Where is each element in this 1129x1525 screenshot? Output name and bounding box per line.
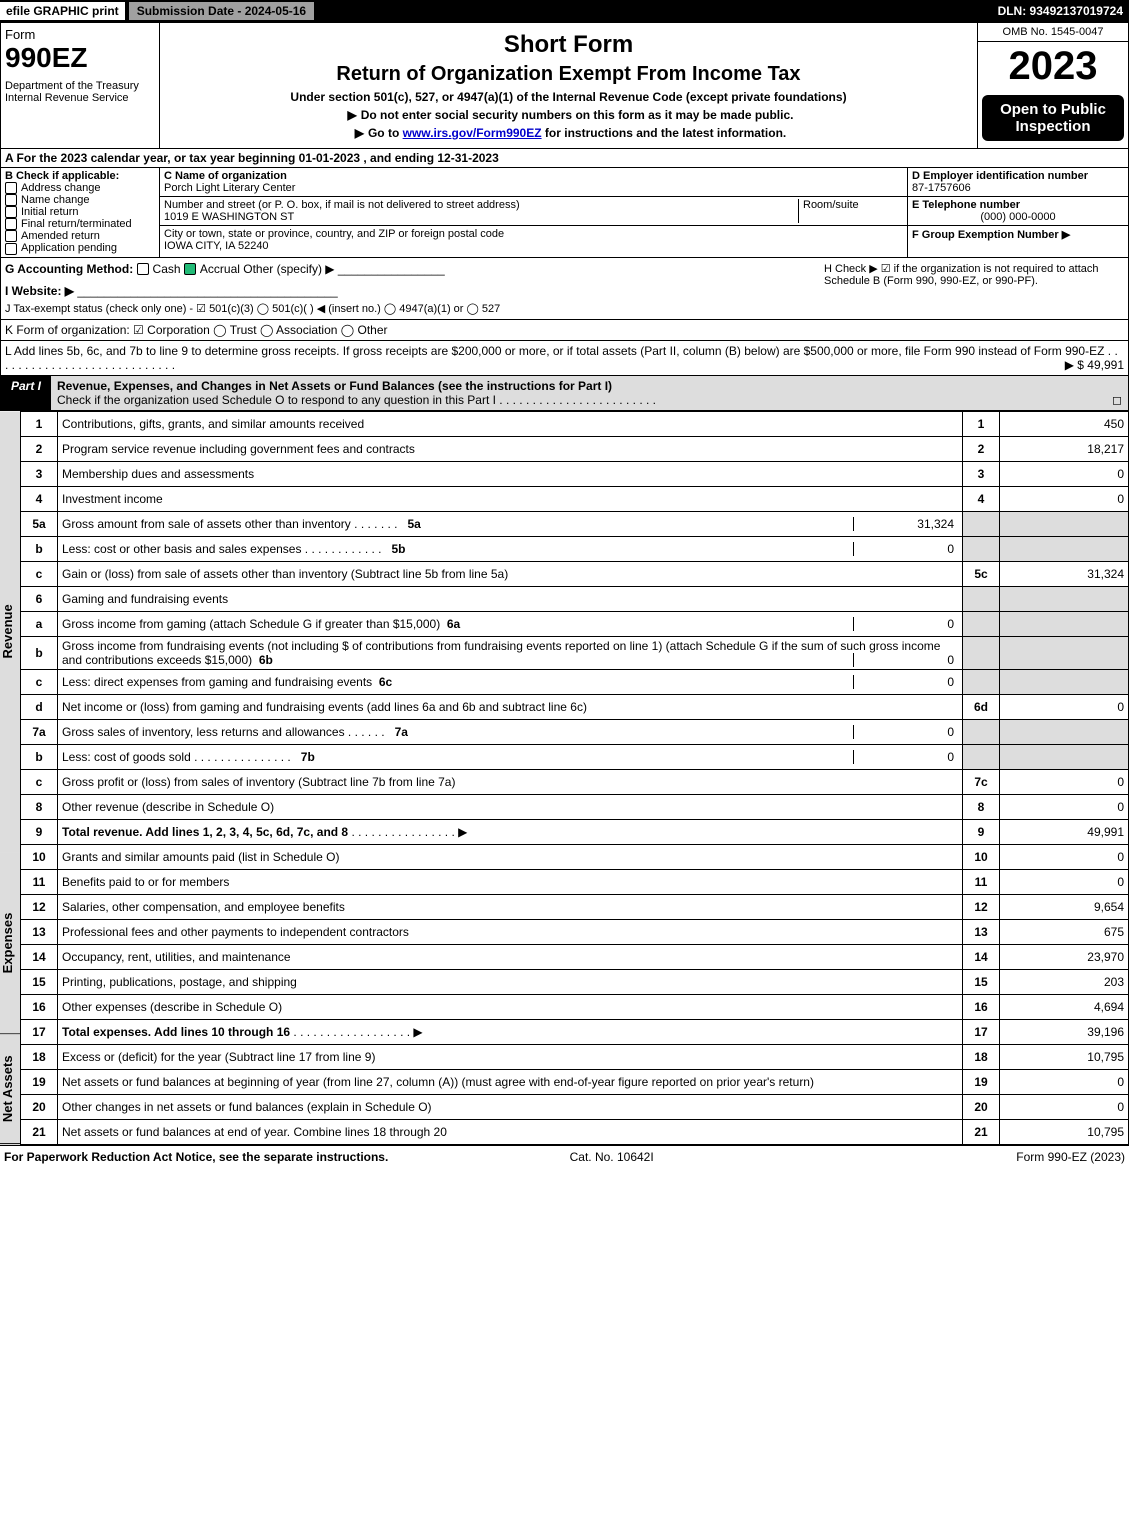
line21-val: 10,795 (1000, 1119, 1129, 1144)
under-section: Under section 501(c), 527, or 4947(a)(1)… (164, 90, 973, 104)
line11-val: 0 (1000, 869, 1129, 894)
line6c-val: 0 (853, 675, 958, 689)
footer: For Paperwork Reduction Act Notice, see … (0, 1145, 1129, 1168)
check-address[interactable]: Address change (21, 182, 101, 194)
goto-instruction: Go to www.irs.gov/Form990EZ for instruct… (164, 126, 973, 140)
footer-right: Form 990-EZ (2023) (1016, 1150, 1125, 1164)
expenses-label: Expenses (0, 852, 20, 1034)
netassets-label: Net Assets (0, 1034, 20, 1144)
check-final[interactable]: Final return/terminated (21, 218, 132, 230)
line7c-val: 0 (1000, 769, 1129, 794)
line3-val: 0 (1000, 461, 1129, 486)
tax-exempt-status: J Tax-exempt status (check only one) - ☑… (5, 302, 500, 315)
header-mid: Short Form Return of Organization Exempt… (160, 23, 978, 148)
section-bcdef: B Check if applicable: Address change Na… (0, 168, 1129, 258)
form-label: Form (5, 27, 155, 42)
box-def: D Employer identification number 87-1757… (907, 168, 1128, 257)
line5b-val: 0 (853, 542, 958, 556)
part1-table: 1Contributions, gifts, grants, and simil… (20, 411, 1129, 1145)
form-title: Short Form (164, 31, 973, 59)
line6d-val: 0 (1000, 694, 1129, 719)
ein: 87-1757606 (912, 182, 971, 194)
gross-receipts: ▶ $ 49,991 (1065, 358, 1124, 372)
line5a-val: 31,324 (853, 517, 958, 531)
dept-label: Department of the Treasury Internal Reve… (5, 80, 155, 104)
line19-val: 0 (1000, 1069, 1129, 1094)
group-exemption: F Group Exemption Number ▶ (912, 229, 1070, 241)
omb-number: OMB No. 1545-0047 (978, 23, 1128, 42)
section-a: A For the 2023 calendar year, or tax yea… (0, 149, 1129, 168)
org-city: IOWA CITY, IA 52240 (164, 240, 269, 252)
top-bar: efile GRAPHIC print Submission Date - 20… (0, 0, 1129, 22)
efile-link[interactable]: efile GRAPHIC print (0, 2, 125, 20)
box-h: H Check ▶ ☑ if the organization is not r… (824, 262, 1124, 315)
part1-label: Part I (1, 376, 51, 410)
line5c-val: 31,324 (1000, 561, 1129, 586)
line7a-val: 0 (853, 725, 958, 739)
line9-val: 49,991 (1000, 819, 1129, 844)
header-right: OMB No. 1545-0047 2023 Open to Public In… (978, 23, 1128, 148)
box-c: C Name of organization Porch Light Liter… (160, 168, 907, 257)
line14-val: 23,970 (1000, 944, 1129, 969)
part1-title: Revenue, Expenses, and Changes in Net As… (57, 379, 612, 393)
org-street: 1019 E WASHINGTON ST (164, 211, 294, 223)
cat-no: Cat. No. 10642I (570, 1150, 654, 1164)
check-initial[interactable]: Initial return (21, 206, 78, 218)
line20-val: 0 (1000, 1094, 1129, 1119)
line4-val: 0 (1000, 486, 1129, 511)
check-amended[interactable]: Amended return (21, 230, 100, 242)
room-suite: Room/suite (798, 199, 903, 223)
line13-val: 675 (1000, 919, 1129, 944)
section-gh: G Accounting Method: Cash Accrual Other … (0, 258, 1129, 320)
line6b-val: 0 (853, 653, 958, 667)
dln: DLN: 93492137019724 (998, 4, 1129, 18)
line8-val: 0 (1000, 794, 1129, 819)
open-inspection: Open to Public Inspection (982, 95, 1124, 141)
footer-left: For Paperwork Reduction Act Notice, see … (4, 1150, 388, 1164)
line18-val: 10,795 (1000, 1044, 1129, 1069)
line15-val: 203 (1000, 969, 1129, 994)
check-pending[interactable]: Application pending (21, 242, 117, 254)
form-header: Form 990EZ Department of the Treasury In… (0, 22, 1129, 149)
line7b-val: 0 (853, 750, 958, 764)
line12-val: 9,654 (1000, 894, 1129, 919)
box-b: B Check if applicable: Address change Na… (1, 168, 160, 257)
line10-val: 0 (1000, 844, 1129, 869)
phone: (000) 000-0000 (912, 211, 1124, 223)
line17-val: 39,196 (1000, 1019, 1129, 1044)
line16-val: 4,694 (1000, 994, 1129, 1019)
form-subtitle: Return of Organization Exempt From Incom… (164, 63, 973, 86)
part1-body: Revenue Expenses Net Assets 1Contributio… (0, 411, 1129, 1145)
line2-val: 18,217 (1000, 436, 1129, 461)
irs-link[interactable]: www.irs.gov/Form990EZ (403, 126, 542, 140)
part1-header: Part I Revenue, Expenses, and Changes in… (0, 376, 1129, 411)
tax-year: 2023 (978, 42, 1128, 91)
line6a-val: 0 (853, 617, 958, 631)
submission-date: Submission Date - 2024-05-16 (129, 2, 314, 20)
form-number: 990EZ (5, 42, 155, 74)
section-l: L Add lines 5b, 6c, and 7b to line 9 to … (0, 341, 1129, 376)
header-left: Form 990EZ Department of the Treasury In… (1, 23, 160, 148)
check-name[interactable]: Name change (21, 194, 90, 206)
revenue-label: Revenue (0, 411, 20, 852)
ssn-warning: Do not enter social security numbers on … (164, 108, 973, 122)
line1-val: 450 (1000, 411, 1129, 436)
section-k: K Form of organization: ☑ Corporation ◯ … (0, 320, 1129, 341)
schedule-o-check[interactable]: ◻ (1112, 393, 1122, 407)
org-name: Porch Light Literary Center (164, 182, 295, 194)
